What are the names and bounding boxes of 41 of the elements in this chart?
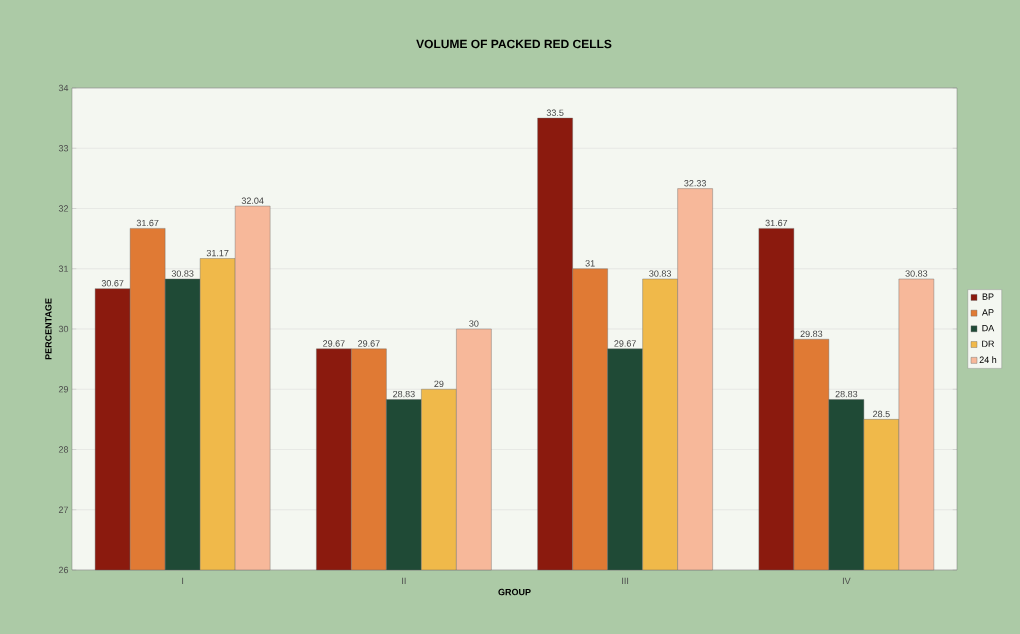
data-label: 28.5 — [873, 410, 890, 418]
y-tick-label: 34 — [58, 84, 69, 92]
chart-title: VOLUME OF PACKED RED CELLS — [416, 39, 612, 49]
data-label: 29.83 — [800, 330, 823, 338]
y-tick-label: 29 — [58, 386, 69, 393]
x-tick-label: I — [182, 577, 184, 584]
y-tick-label: 28 — [58, 446, 69, 453]
data-label: 31.67 — [136, 219, 159, 227]
y-tick-label: 33 — [58, 145, 69, 152]
data-label: 30.83 — [171, 270, 194, 277]
x-tick-label: II — [402, 577, 406, 584]
data-label: 30.67 — [101, 280, 124, 287]
legend-label: DR — [982, 340, 995, 347]
data-label: 28.83 — [393, 390, 415, 398]
data-label: 30 — [469, 320, 479, 327]
x-tick-label: IV — [842, 577, 851, 584]
data-label: 31.67 — [765, 219, 788, 227]
data-label: 32.33 — [684, 180, 706, 187]
data-label: 32.04 — [241, 197, 264, 204]
y-tick-label: 26 — [58, 566, 69, 574]
y-axis-title: PERCENTAGE — [45, 298, 52, 360]
data-label: 29.67 — [614, 340, 636, 347]
y-tick-label: 32 — [58, 205, 69, 212]
data-label: 29.67 — [323, 340, 345, 347]
legend-label: 24 h — [979, 356, 997, 363]
data-label: 30.83 — [905, 270, 928, 277]
data-label: 31 — [585, 260, 595, 267]
data-label: 30.83 — [649, 270, 671, 277]
data-label: 29.67 — [358, 340, 380, 347]
legend-label: AP — [981, 309, 994, 316]
data-label: 29 — [434, 380, 444, 388]
data-label: 28.83 — [835, 390, 858, 398]
x-axis-title: GROUP — [498, 588, 531, 596]
y-tick-label: 27 — [58, 506, 69, 513]
data-label: 33.5 — [546, 109, 564, 116]
data-label: 31.17 — [206, 249, 229, 257]
y-tick-label: 31 — [58, 265, 69, 272]
x-tick-label: III — [622, 577, 629, 584]
legend-label: DA — [982, 324, 995, 332]
y-tick-label: 30 — [58, 325, 69, 333]
legend-label: BP — [982, 293, 994, 300]
